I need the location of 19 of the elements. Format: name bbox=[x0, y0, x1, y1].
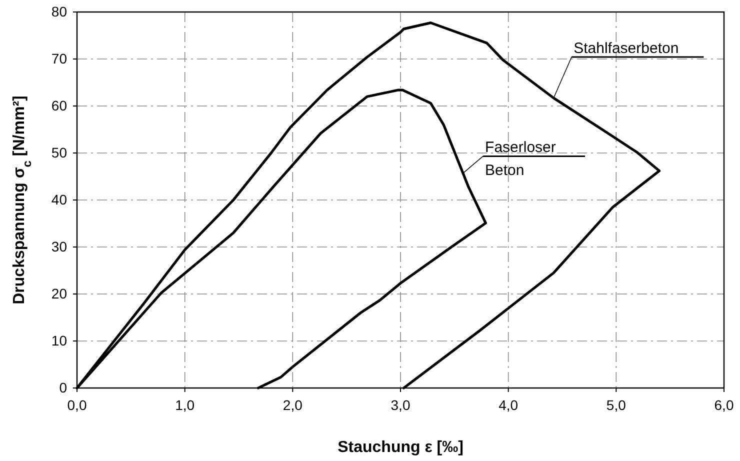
text: Stahlfaserbeton bbox=[574, 40, 679, 58]
x-tick-label: 5,0 bbox=[606, 396, 626, 413]
legend-label: Faserloser Beton bbox=[485, 139, 560, 180]
y-tick-label: 60 bbox=[51, 97, 68, 114]
x-tick-label: 4,0 bbox=[498, 396, 518, 413]
y-tick-label: 0 bbox=[59, 379, 68, 396]
y-tick-label: 40 bbox=[51, 191, 68, 208]
y-tick-label: 30 bbox=[51, 238, 68, 254]
x-tick-label: 2,0 bbox=[282, 396, 303, 413]
y-tick-label: 80 bbox=[51, 3, 68, 20]
y-tick-label: 20 bbox=[51, 285, 68, 302]
x-tick-label: 0,0 bbox=[67, 396, 87, 413]
y-tick-label: 70 bbox=[51, 50, 68, 66]
x-tick-label: 3,0 bbox=[390, 396, 410, 413]
x-axis-title: Stauchung ε [‰] bbox=[338, 439, 464, 456]
x-tick-label: 6,0 bbox=[714, 396, 734, 413]
y-tick-label: 10 bbox=[51, 332, 68, 348]
y-tick-label: 50 bbox=[51, 144, 68, 160]
x-tick-label: 1,0 bbox=[175, 396, 195, 413]
